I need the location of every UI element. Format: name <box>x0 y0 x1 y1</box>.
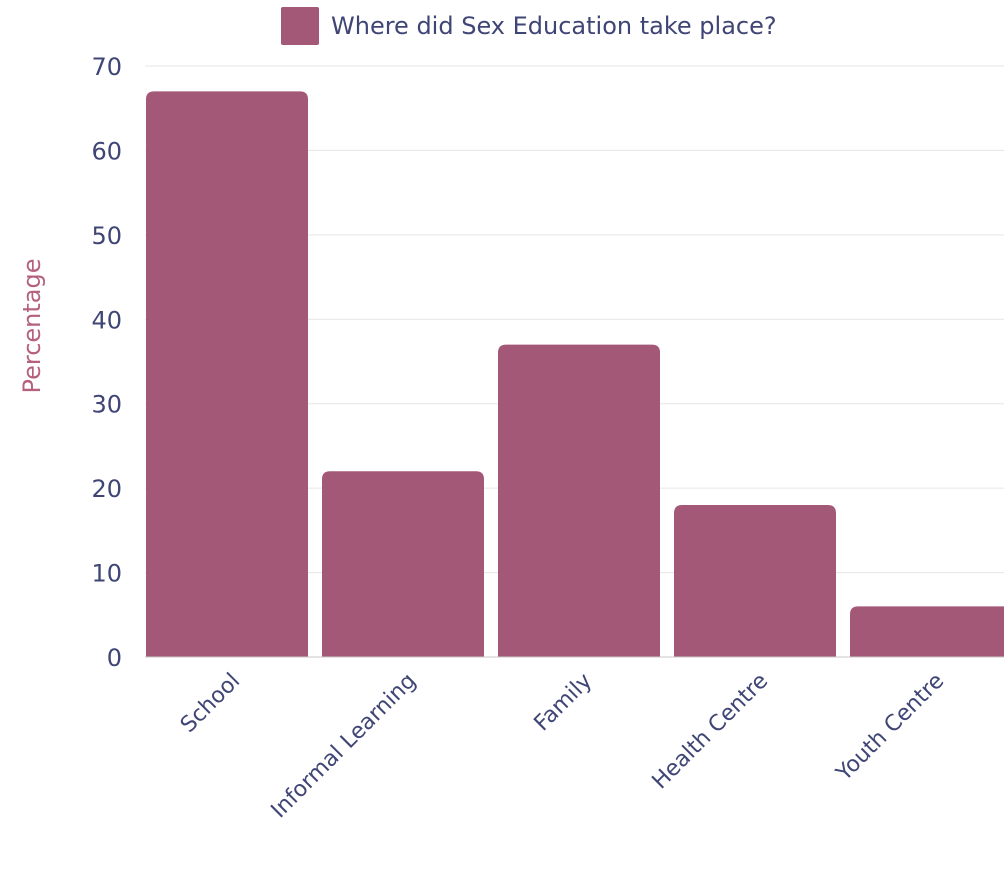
legend-swatch <box>281 7 319 45</box>
y-tick-label: 20 <box>91 475 122 503</box>
y-tick-label: 30 <box>91 391 122 419</box>
x-axis-ticks: School Informal Learning Family Health Cent… <box>176 669 949 824</box>
y-tick-label: 60 <box>91 137 122 165</box>
bar-health-centre <box>674 505 836 657</box>
bars <box>146 91 1004 658</box>
y-tick-label: 50 <box>91 222 122 250</box>
x-tick-label: Family <box>530 669 598 737</box>
y-axis-title: Percentage <box>18 258 46 393</box>
bar-family <box>498 344 660 657</box>
x-tick-label: Youth Centre <box>831 669 949 787</box>
legend: Where did Sex Education take place? <box>281 7 777 45</box>
legend-label: Where did Sex Education take place? <box>331 12 777 40</box>
y-axis-ticks: 0 10 20 30 40 50 60 70 <box>91 53 122 672</box>
y-tick-label: 0 <box>107 644 122 672</box>
y-tick-label: 70 <box>91 53 122 81</box>
bar-informal-learning <box>322 471 484 657</box>
x-tick-label: Health Centre <box>648 669 774 795</box>
x-tick-label: School <box>176 669 245 738</box>
y-tick-label: 40 <box>91 306 122 334</box>
bar-youth-centre <box>850 606 1004 657</box>
x-tick-label: Informal Learning <box>267 669 422 824</box>
y-tick-label: 10 <box>91 560 122 588</box>
bar-school <box>146 91 308 658</box>
